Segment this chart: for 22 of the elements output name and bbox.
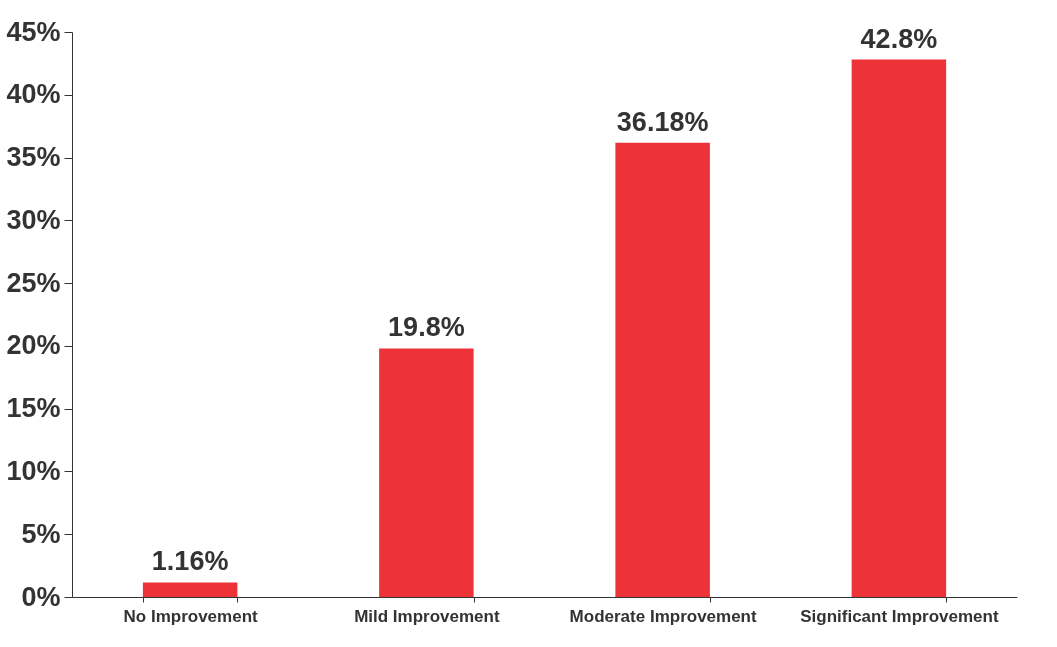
data-label: 36.18% — [616, 106, 709, 137]
data-label: 42.8% — [860, 23, 938, 54]
y-tick-label: 0% — [21, 581, 61, 612]
y-tick-label: 45% — [6, 16, 61, 47]
x-tick-label: Significant Improvement — [800, 606, 999, 626]
x-tick-label: Mild Improvement — [354, 606, 500, 626]
y-tick-label: 10% — [6, 455, 61, 486]
data-label: 19.8% — [388, 312, 465, 343]
bar — [851, 59, 947, 597]
y-tick-label: 25% — [6, 267, 61, 298]
y-tick-label: 5% — [21, 518, 61, 549]
y-tick-label: 20% — [6, 330, 61, 361]
bar — [615, 142, 710, 597]
x-tick-label: Moderate Improvement — [569, 606, 757, 626]
y-tick-label: 40% — [6, 79, 61, 110]
x-tick-label: No Improvement — [123, 606, 259, 626]
y-tick-label: 15% — [6, 393, 61, 424]
y-tick-label: 30% — [6, 204, 61, 235]
bar — [379, 348, 474, 597]
data-label: 1.16% — [151, 546, 229, 577]
bar — [142, 582, 238, 597]
y-tick-label: 35% — [6, 142, 61, 173]
